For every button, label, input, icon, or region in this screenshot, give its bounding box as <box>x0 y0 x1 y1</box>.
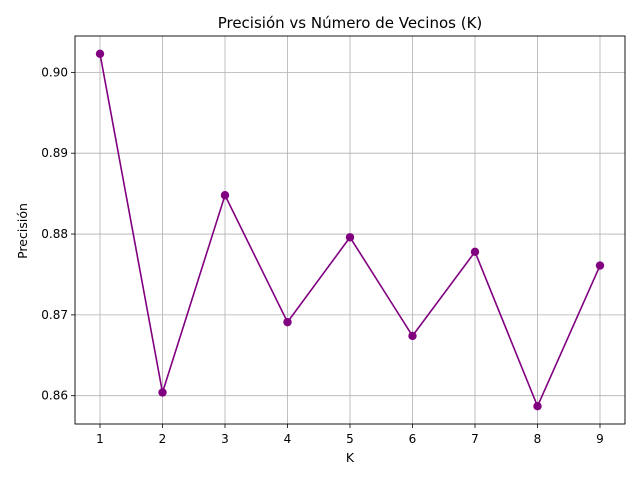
data-point <box>345 233 355 242</box>
data-point <box>95 49 105 58</box>
x-tick-label: 5 <box>346 432 354 446</box>
data-point <box>470 247 480 257</box>
y-tick-label: 0.89 <box>41 146 68 160</box>
chart-title: Precisión vs Número de Vecinos (K) <box>218 14 483 32</box>
y-axis-label: Precisión <box>15 203 30 259</box>
x-tick-label: 4 <box>284 432 292 446</box>
x-tick-label: 7 <box>471 432 479 446</box>
y-tick-label: 0.87 <box>41 308 68 322</box>
data-point <box>408 331 417 341</box>
data-point <box>595 261 605 270</box>
y-tick-label: 0.88 <box>41 227 68 241</box>
x-tick-label: 2 <box>159 432 167 446</box>
x-tick-label: 6 <box>409 432 417 446</box>
x-tick-label: 1 <box>96 432 104 446</box>
data-point <box>283 317 292 327</box>
x-tick-label: 8 <box>534 432 542 446</box>
x-axis-label: K <box>346 450 355 465</box>
x-tick-label: 3 <box>221 432 229 446</box>
ticks: 1 2 3 4 5 6 7 8 9 0.86 0.87 0.88 0.89 0.90 <box>41 65 604 446</box>
series-layer <box>95 49 605 411</box>
data-point <box>533 402 542 411</box>
data-point <box>220 191 230 200</box>
data-point <box>158 388 167 397</box>
y-tick-label: 0.90 <box>41 65 68 79</box>
x-tick-label: 9 <box>596 432 604 446</box>
y-tick-label: 0.86 <box>41 389 68 403</box>
